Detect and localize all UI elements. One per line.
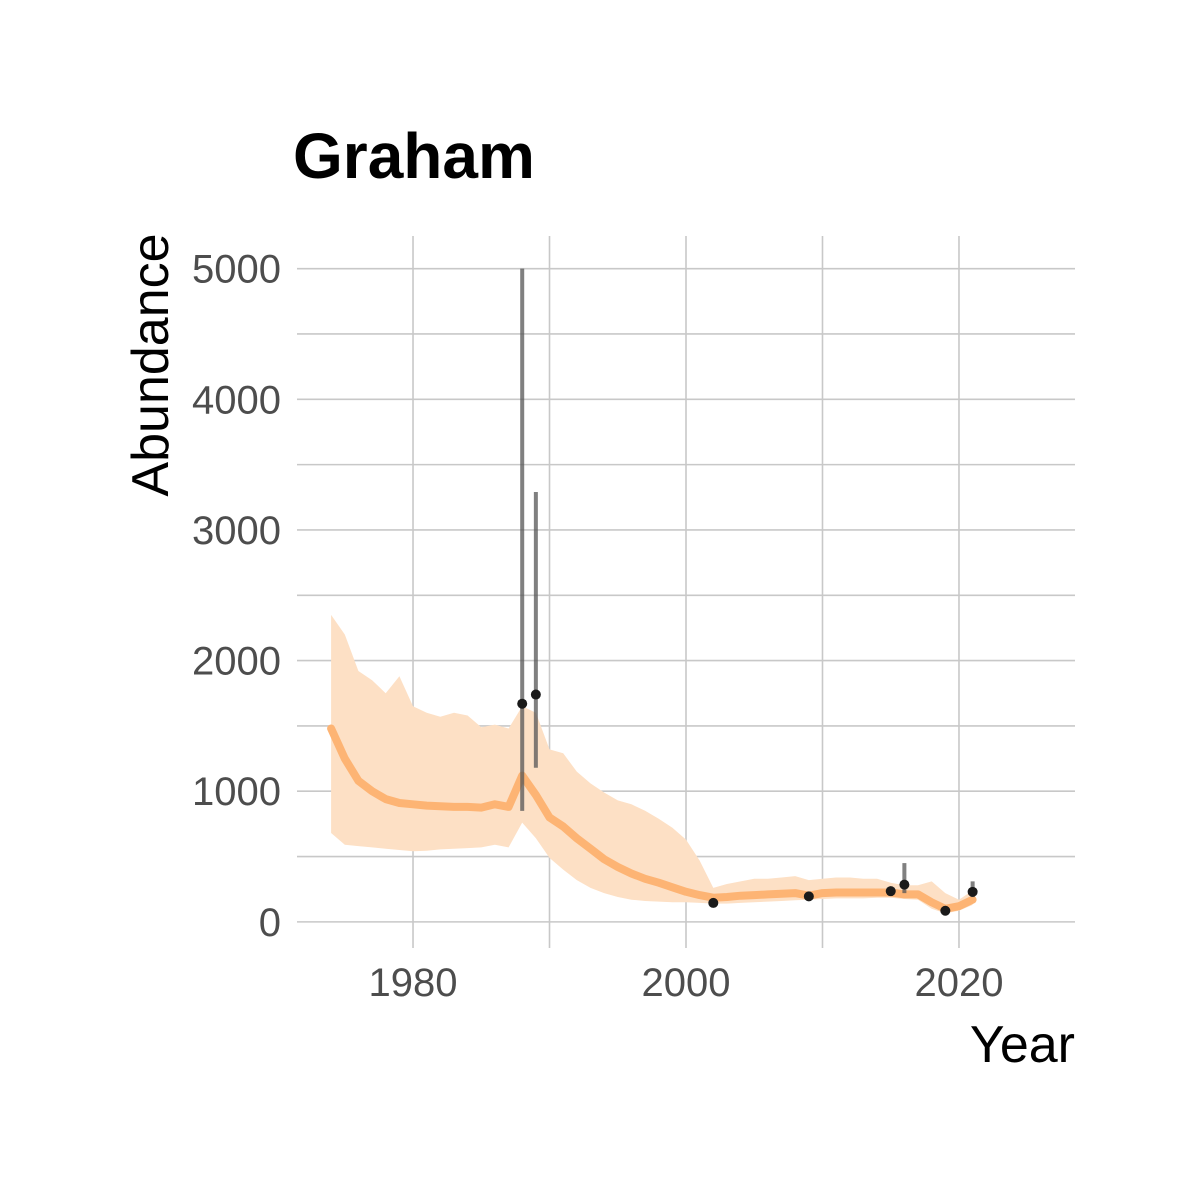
- observation-point: [899, 879, 910, 890]
- observation-point: [517, 698, 528, 709]
- ribbon-layer: [331, 614, 973, 914]
- observation-point: [885, 886, 896, 897]
- observation-point: [940, 905, 951, 916]
- observation-point: [708, 897, 719, 908]
- y-tick-label: 0: [259, 901, 281, 945]
- observation-point: [967, 886, 978, 897]
- x-tick-label: 2020: [914, 961, 1003, 1005]
- y-tick-label: 4000: [192, 378, 281, 422]
- trend-layer: [327, 724, 977, 913]
- point-layer: [517, 689, 978, 916]
- tick-layer: 1980 2000 2020 0 1000 2000 3000 4000 5000: [192, 248, 1003, 1005]
- x-tick-label: 1980: [369, 961, 458, 1005]
- y-tick-label: 3000: [192, 509, 281, 553]
- grid: [297, 236, 1075, 948]
- x-tick-label: 2000: [642, 961, 731, 1005]
- observation-point: [803, 891, 814, 902]
- y-tick-label: 1000: [192, 770, 281, 814]
- chart-title: Graham: [293, 120, 535, 192]
- y-axis-title: Abundance: [122, 233, 180, 496]
- y-tick-label: 2000: [192, 640, 281, 684]
- trend-line: [327, 724, 977, 913]
- x-axis-title: Year: [970, 1016, 1075, 1074]
- observation-point: [530, 689, 541, 700]
- confidence-ribbon: [331, 614, 973, 914]
- y-tick-label: 5000: [192, 248, 281, 292]
